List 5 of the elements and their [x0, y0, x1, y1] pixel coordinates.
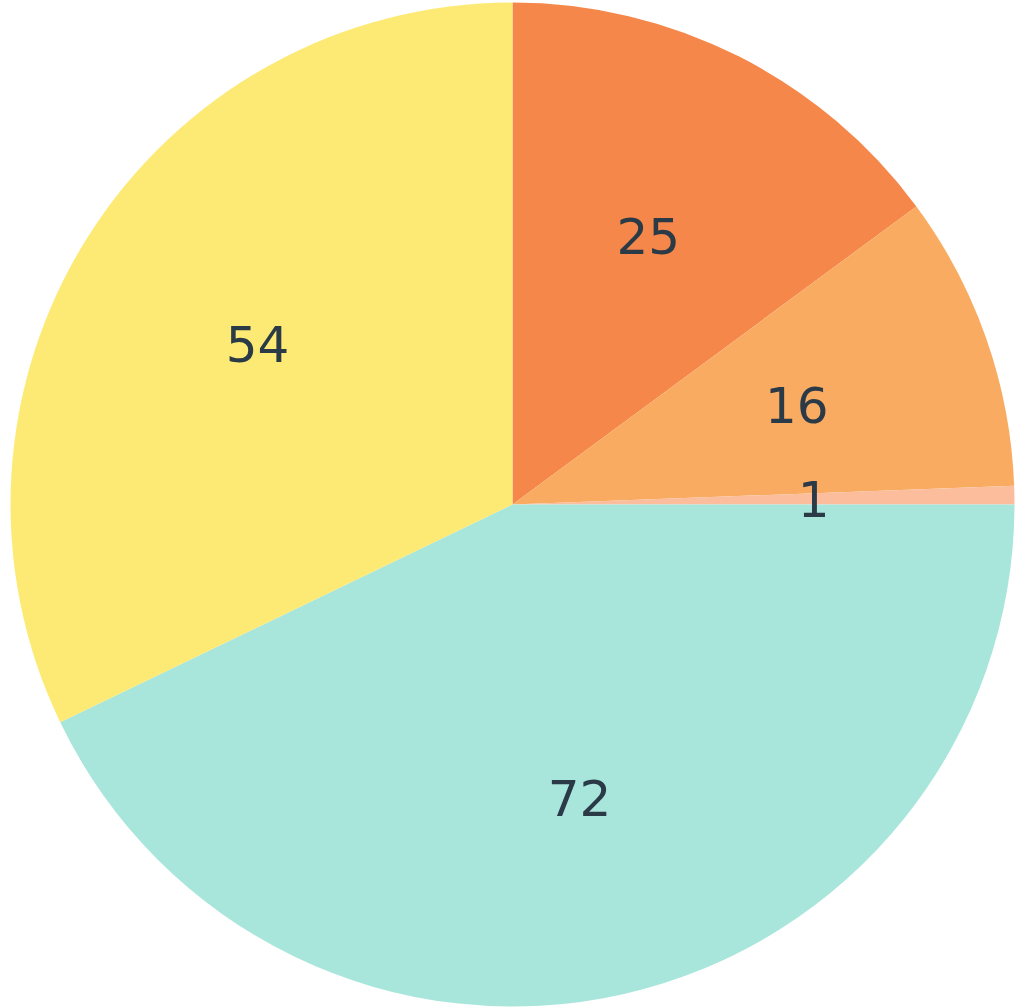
data-label: 54	[225, 316, 290, 375]
data-label: 1	[797, 470, 830, 529]
data-label: 72	[547, 770, 612, 829]
data-label: 16	[764, 377, 829, 436]
data-label: 25	[616, 207, 681, 266]
